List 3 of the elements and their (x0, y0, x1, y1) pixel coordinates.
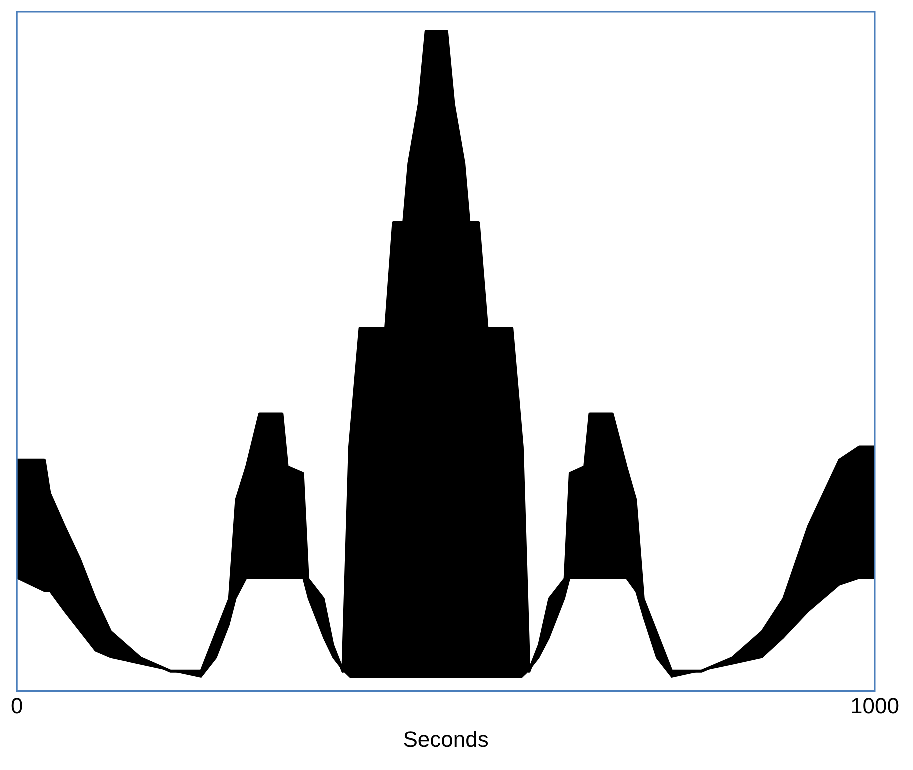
x-axis-title: Seconds (403, 726, 489, 752)
x-tick-label: 1000 (850, 693, 900, 718)
x-tick-label: 0 (10, 693, 24, 718)
